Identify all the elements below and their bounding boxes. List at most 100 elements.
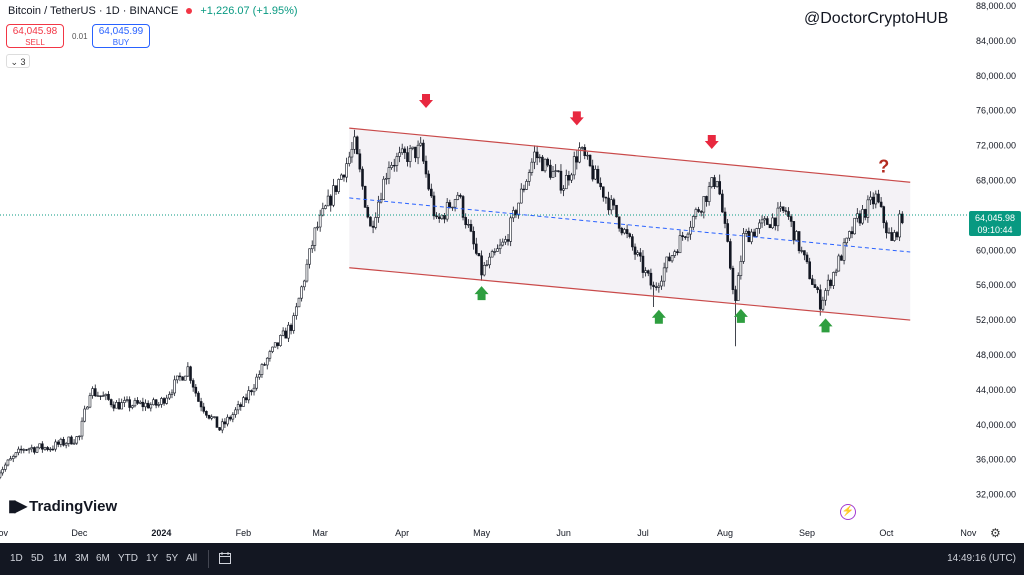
candle bbox=[792, 221, 796, 245]
candle bbox=[247, 386, 251, 404]
candle bbox=[175, 375, 179, 384]
candle bbox=[797, 231, 801, 254]
calendar-range-icon[interactable] bbox=[218, 551, 232, 565]
candle bbox=[644, 267, 647, 277]
price-change: +1,226.07 (+1.95%) bbox=[200, 5, 298, 17]
channel-mid-line[interactable] bbox=[349, 197, 911, 253]
candle bbox=[130, 404, 134, 410]
y-tick-label: 44,000.00 bbox=[976, 385, 1016, 395]
candle bbox=[818, 284, 822, 316]
candle bbox=[760, 215, 764, 228]
timeframe-ytd[interactable]: YTD bbox=[118, 553, 138, 564]
candle bbox=[482, 261, 486, 277]
candle bbox=[866, 195, 870, 223]
candle bbox=[654, 282, 658, 291]
timeframe-1y[interactable]: 1Y bbox=[146, 553, 159, 564]
candle bbox=[287, 321, 290, 343]
candle bbox=[435, 212, 438, 219]
buy-button[interactable]: 64,045.99 BUY bbox=[92, 24, 150, 48]
candle bbox=[292, 312, 296, 334]
candle bbox=[223, 418, 227, 429]
candle bbox=[477, 253, 481, 257]
price-axis[interactable]: 32,000.00 36,000.00 40,000.00 44,000.00 48,0… bbox=[968, 0, 1024, 543]
y-tick-label: 32,000.00 bbox=[976, 490, 1016, 500]
candle bbox=[75, 436, 79, 445]
candle bbox=[551, 166, 555, 178]
spread-value: 0.01 bbox=[72, 32, 88, 41]
buy-price: 64,045.99 bbox=[98, 26, 144, 37]
channel-lower-line[interactable] bbox=[349, 267, 911, 321]
candle bbox=[620, 226, 624, 236]
candle bbox=[395, 152, 399, 172]
candle bbox=[879, 197, 883, 209]
arrow-up-icon bbox=[818, 318, 833, 333]
indicators-toggle[interactable]: ⌄ 3 bbox=[6, 54, 30, 68]
candle bbox=[414, 146, 417, 163]
candle bbox=[808, 257, 811, 280]
candle bbox=[67, 436, 71, 447]
symbol-title[interactable]: Bitcoin / TetherUS · 1D · BINANCE bbox=[8, 5, 179, 17]
x-tick-label: Jul bbox=[637, 528, 649, 538]
candle bbox=[739, 255, 743, 280]
lightning-icon[interactable]: ⚡ bbox=[840, 504, 856, 520]
candle bbox=[316, 221, 319, 231]
candle bbox=[369, 216, 372, 227]
candle bbox=[157, 401, 161, 408]
candle bbox=[763, 216, 766, 226]
candle bbox=[284, 327, 288, 339]
candle bbox=[35, 446, 39, 454]
candle bbox=[392, 158, 396, 172]
timeframe-all[interactable]: All bbox=[186, 553, 198, 564]
candle bbox=[350, 142, 354, 163]
timeframe-5d[interactable]: 5D bbox=[31, 553, 44, 564]
candle bbox=[533, 145, 536, 170]
candle bbox=[517, 202, 520, 219]
candle bbox=[781, 206, 785, 214]
candle bbox=[546, 157, 550, 168]
y-tick-label: 48,000.00 bbox=[976, 350, 1016, 360]
x-tick-label: Dec bbox=[71, 528, 88, 538]
tradingview-logo[interactable]: ▮▶ TradingView bbox=[8, 496, 117, 516]
candle bbox=[46, 446, 49, 452]
symbol-header: Bitcoin / TetherUS · 1D · BINANCE +1,226.… bbox=[8, 5, 298, 17]
candle bbox=[382, 176, 385, 200]
utc-clock[interactable]: 14:49:16 (UTC) bbox=[947, 553, 1016, 564]
candle bbox=[803, 250, 806, 261]
candle bbox=[93, 384, 97, 397]
candle bbox=[41, 441, 44, 453]
channel-upper-line[interactable] bbox=[349, 127, 911, 183]
author-watermark: @DoctorCryptoHUB bbox=[804, 10, 949, 27]
gear-icon[interactable]: ⚙ bbox=[990, 526, 1001, 540]
candle bbox=[731, 265, 735, 295]
timeframe-6m[interactable]: 6M bbox=[96, 553, 110, 564]
candle bbox=[123, 396, 126, 408]
timeframe-5y[interactable]: 5Y bbox=[166, 553, 179, 564]
candle bbox=[800, 246, 804, 254]
time-axis[interactable]: Nov Dec 2024 Feb Mar Apr May Jun Jul Aug Sep Oct Nov bbox=[0, 528, 977, 538]
candle bbox=[234, 407, 237, 418]
sell-button[interactable]: 64,045.98 SELL bbox=[6, 24, 64, 48]
candle bbox=[205, 410, 208, 418]
logo-text: TradingView bbox=[29, 497, 118, 515]
candle bbox=[837, 253, 841, 272]
timeframe-1m[interactable]: 1M bbox=[53, 553, 67, 564]
x-tick-label: May bbox=[473, 528, 491, 538]
candle bbox=[308, 248, 311, 269]
candle bbox=[834, 268, 838, 277]
timeframe-1d[interactable]: 1D bbox=[10, 553, 23, 564]
candle bbox=[91, 386, 94, 399]
candle bbox=[670, 255, 674, 263]
candle bbox=[485, 260, 489, 267]
last-price-label: 64,045.98 09:10:44 bbox=[969, 211, 1021, 236]
candle bbox=[787, 207, 790, 220]
candle bbox=[858, 210, 862, 227]
candle bbox=[207, 414, 211, 420]
candle bbox=[297, 297, 301, 308]
timeframe-3m[interactable]: 3M bbox=[75, 553, 89, 564]
candle bbox=[586, 151, 589, 160]
candle bbox=[527, 169, 531, 186]
candle bbox=[649, 268, 653, 290]
y-tick-label: 68,000.00 bbox=[976, 175, 1016, 185]
candle bbox=[609, 195, 613, 215]
